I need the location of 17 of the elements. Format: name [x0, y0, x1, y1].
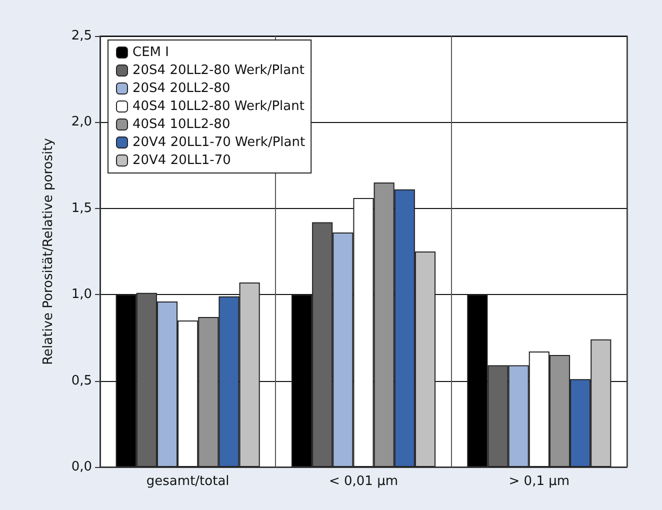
y-tick-label: 2,0	[71, 114, 92, 130]
y-tick-label: 1,5	[71, 200, 92, 216]
y-tick-label: 2,5	[71, 28, 92, 44]
y-tick-label: 0,5	[71, 373, 92, 388]
legend-label: 20S4 20LL2-80	[132, 81, 230, 96]
x-tick-label: > 0,1 µm	[508, 474, 570, 489]
legend-label: 40S4 10LL2-80 Werk/Plant	[132, 99, 304, 114]
legend-label: 20V4 20LL1-70	[132, 153, 231, 168]
legend-label: CEM I	[132, 45, 169, 60]
x-tick-label: < 0,01 µm	[328, 474, 398, 489]
legend-label: 40S4 10LL2-80	[132, 117, 230, 132]
x-tick-label: gesamt/total	[146, 474, 230, 489]
legend-label: 20V4 20LL1-70 Werk/Plant	[132, 135, 306, 150]
y-tick-label: 1,0	[71, 287, 92, 302]
legend-label: 20S4 20LL2-80 Werk/Plant	[132, 63, 304, 78]
y-axis-title: Relative Porosität/Relative porosity	[41, 138, 56, 365]
y-tick-label: 0,0	[71, 460, 92, 474]
